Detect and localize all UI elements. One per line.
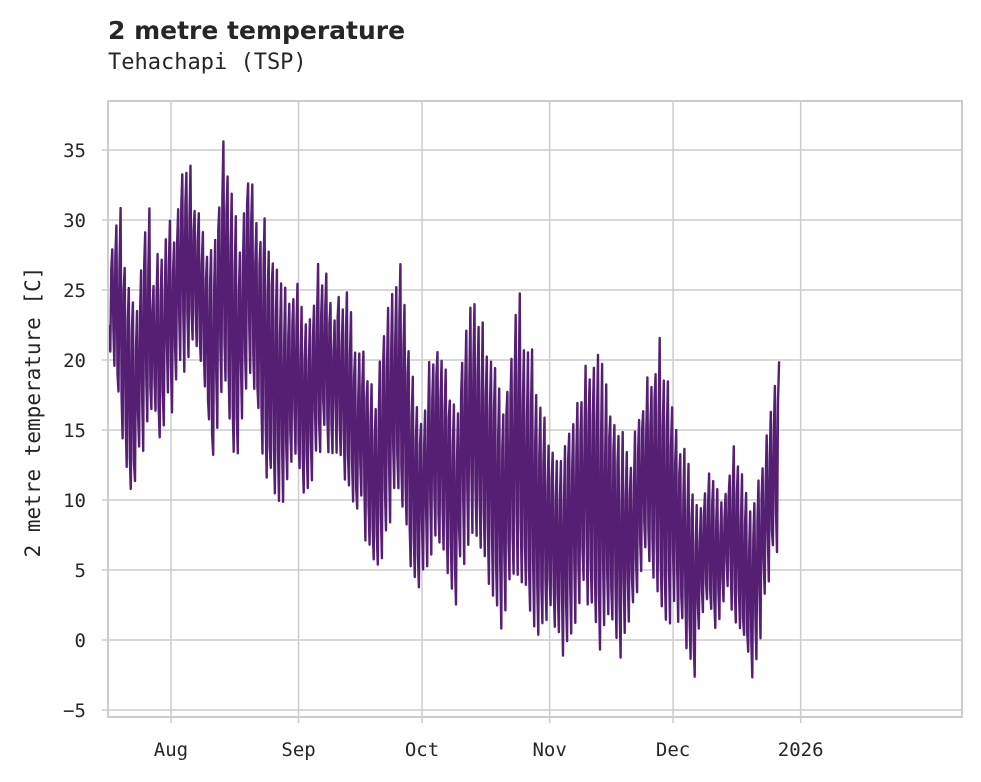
x-tick-label: Nov xyxy=(532,739,566,761)
x-tick-label: Sep xyxy=(281,739,315,761)
y-tick-label: 30 xyxy=(63,210,86,232)
y-tick-label: 5 xyxy=(75,560,86,582)
x-tick-label: 2026 xyxy=(778,739,824,761)
chart-title: 2 metre temperature xyxy=(108,16,406,45)
y-tick-label: 10 xyxy=(63,490,86,512)
series-layer xyxy=(108,140,781,679)
y-tick-label: 15 xyxy=(63,420,86,442)
x-tick-label: Dec xyxy=(656,739,690,761)
y-axis-label: 2 metre temperature [C] xyxy=(21,267,45,558)
chart-subtitle: Tehachapi (TSP) xyxy=(108,50,307,75)
y-tick-label: 20 xyxy=(63,350,86,372)
y-tick-label: 35 xyxy=(63,140,86,162)
x-ticks: Aug Sep Oct Nov Dec 2026 xyxy=(154,717,824,761)
y-ticks: −5 0 5 10 15 20 25 30 35 xyxy=(63,140,108,722)
y-tick-label: 25 xyxy=(63,280,86,302)
x-tick-label: Aug xyxy=(154,739,188,761)
x-tick-label: Oct xyxy=(405,739,439,761)
plot-frame xyxy=(107,100,963,718)
y-tick-label: 0 xyxy=(75,630,86,652)
temperature-series-line xyxy=(108,140,781,679)
y-tick-label: −5 xyxy=(63,700,86,722)
